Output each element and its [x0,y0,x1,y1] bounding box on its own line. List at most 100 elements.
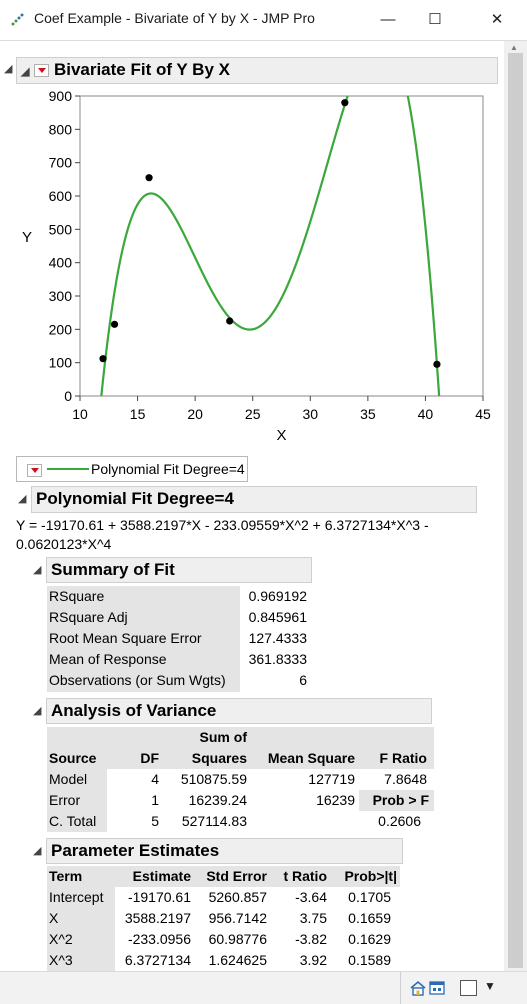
params-stderr: 60.98776 [208,931,267,947]
vertical-scrollbar[interactable]: ▲ [504,41,527,971]
anova-source-column [47,769,107,832]
anova-source: Model [49,771,88,787]
params-disclosure-icon[interactable]: ◢ [33,845,42,857]
layout-dropdown-arrow-icon[interactable]: ▼ [484,979,496,993]
parameter-estimates-header[interactable]: Parameter Estimates [46,838,403,864]
close-button[interactable]: ✕ [490,11,504,28]
params-col-term: Term [49,868,83,884]
y-tick-label: 100 [49,355,73,371]
scroll-up-arrow-icon[interactable]: ▲ [510,43,518,52]
polynomial-fit-line[interactable] [92,86,441,456]
anova-table: Source DF Sum of Squares Mean Square F R… [47,727,434,832]
summary-label: Mean of Response [49,651,167,667]
window-list-icon[interactable] [429,981,445,995]
fit-legend[interactable]: Polynomial Fit Degree=4 [16,456,248,482]
params-term: X^2 [49,931,73,947]
summary-of-fit-header[interactable]: Summary of Fit [46,557,312,583]
anova-col-ms: Mean Square [267,750,355,766]
x-tick-label: 40 [418,406,434,422]
home-icon[interactable] [409,980,427,996]
scrollbar-thumb[interactable] [508,53,523,968]
outer-disclosure-icon[interactable]: ◢ [4,63,13,75]
plot-frame[interactable] [79,95,484,397]
legend-red-triangle-icon[interactable] [27,464,42,478]
params-term: X^3 [49,952,73,968]
summary-value: 6 [299,672,307,688]
parameter-estimates-table: Term Estimate Std Error t Ratio Prob>|t|… [47,866,400,971]
anova-df: 1 [151,792,159,808]
anova-df: 5 [151,813,159,829]
params-estimate: -19170.61 [127,889,191,905]
params-term-column [47,887,115,971]
params-estimate: 3588.2197 [124,910,191,926]
summary-of-fit-table: RSquare 0.969192 RSquare Adj 0.845961 Ro… [47,586,312,692]
y-axis-label: Y [22,229,32,246]
y-tick-label: 400 [49,255,73,271]
params-t: -3.64 [295,889,327,905]
anova-ss: 527114.83 [181,813,247,829]
data-point[interactable] [110,320,119,328]
anova-title: Analysis of Variance [51,701,217,720]
anova-col-ss-top: Sum of [199,729,247,745]
layout-square-icon[interactable] [460,980,477,996]
x-tick-label: 15 [130,406,146,422]
anova-prob-value: 0.2606 [378,813,421,829]
equation-line-2: 0.0620123*X^4 [16,536,112,552]
polynomial-fit-header[interactable]: Polynomial Fit Degree=4 [31,486,477,513]
anova-col-df: DF [140,750,159,766]
params-t: 3.92 [299,952,327,968]
y-tick-label: 500 [49,221,73,237]
x-tick-label: 30 [302,406,318,422]
data-point[interactable] [433,360,441,368]
params-stderr: 1.624625 [208,952,267,968]
summary-label: RSquare [49,588,105,604]
data-point[interactable] [99,355,107,363]
bivariate-outline-header[interactable]: ◢ Bivariate Fit of Y By X [16,57,498,84]
disclosure-icon[interactable]: ◢ [21,66,30,78]
x-tick-label: 25 [245,406,261,422]
x-tick-label: 10 [72,406,88,422]
anova-ss: 16239.24 [188,792,247,808]
summary-value: 361.8333 [248,651,307,667]
title-divider [0,40,527,41]
anova-disclosure-icon[interactable]: ◢ [33,705,42,717]
maximize-button[interactable]: ☐ [428,11,442,28]
params-t: 3.75 [299,910,327,926]
data-point[interactable] [226,317,234,325]
anova-col-ss-bottom: Squares [191,750,247,766]
anova-prob-label-cell [359,790,434,811]
anova-source: C. Total [49,813,97,829]
title-bar: Coef Example - Bivariate of Y by X - JMP… [0,0,527,40]
params-term: X [49,910,59,926]
summary-value: 127.4333 [248,630,307,646]
params-col-t: t Ratio [283,868,327,884]
y-tick-label: 600 [49,188,73,204]
params-p: 0.1629 [348,931,391,947]
y-tick-label: 0 [64,388,72,404]
anova-source: Error [49,792,81,808]
scatter-plot[interactable]: 0 100 200 300 400 500 600 700 800 900 10 15 20 25 30 35… [0,86,504,456]
y-tick-label: 900 [49,88,73,104]
summary-disclosure-icon[interactable]: ◢ [33,564,42,576]
equation-line-1: Y = -19170.61 + 3588.2197*X - 233.09559*… [16,517,429,533]
y-tick-label: 200 [49,321,73,337]
y-tick-label: 300 [49,288,73,304]
params-col-p: Prob>|t| [344,868,397,884]
summary-value: 0.845961 [248,609,307,625]
x-tick-label: 45 [475,406,491,422]
anova-prob-label: Prob > F [372,792,429,808]
polynomial-fit-title: Polynomial Fit Degree=4 [36,489,234,508]
params-term: Intercept [49,889,104,905]
minimize-button[interactable]: — [380,11,396,28]
anova-ms: 127719 [308,771,355,787]
anova-f: 7.8648 [384,771,427,787]
fit-disclosure-icon[interactable]: ◢ [18,493,27,505]
anova-header[interactable]: Analysis of Variance [46,698,432,724]
x-tick-label: 20 [187,406,203,422]
red-triangle-menu-icon[interactable] [34,64,50,78]
data-point[interactable] [341,99,349,107]
summary-label: Root Mean Square Error [49,630,202,646]
params-stderr: 5260.857 [208,889,267,905]
data-point[interactable] [145,174,153,182]
params-estimate: -233.0956 [127,931,191,947]
